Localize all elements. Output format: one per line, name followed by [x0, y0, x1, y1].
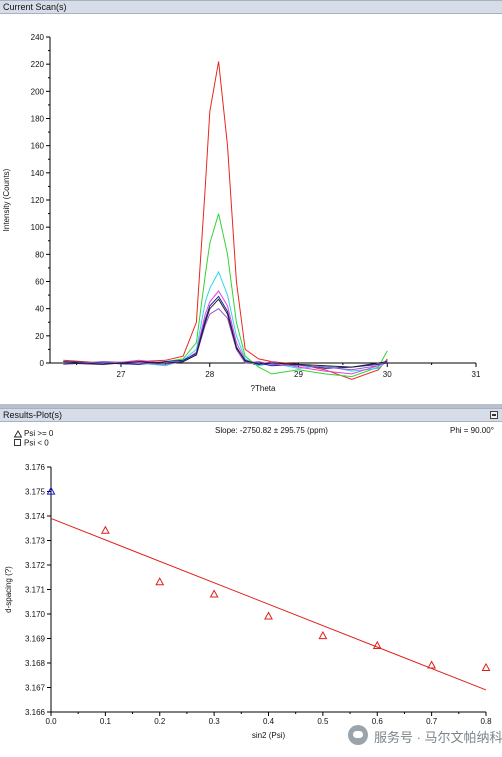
data-point-triangle — [427, 660, 437, 669]
scan-series-line-1 — [63, 61, 388, 380]
y-tick-label: 220 — [31, 60, 45, 69]
data-point-triangle — [481, 662, 491, 671]
x-tick-label: 0.0 — [45, 717, 57, 726]
fit-line — [50, 517, 487, 691]
x-tick-label: 0.7 — [426, 717, 438, 726]
x-tick-label: 0.4 — [263, 717, 275, 726]
y-tick-label: 3.174 — [25, 512, 46, 521]
y-axis-label: Intensity (Counts) — [2, 168, 11, 231]
legend-label-psi-pos: Psi >= 0 — [24, 429, 54, 438]
watermark: 服务号 · 马尔文帕纳科 — [348, 724, 502, 746]
data-point-triangle — [318, 631, 328, 640]
y-tick-label: 60 — [35, 278, 44, 287]
y-tick-label: 3.175 — [25, 488, 46, 497]
data-point-triangle — [264, 611, 273, 620]
y-tick-label: 100 — [31, 223, 45, 232]
legend: Psi >= 0 Psi < 0 — [13, 429, 54, 448]
y-tick-label: 180 — [31, 115, 45, 124]
minimize-button[interactable] — [490, 411, 498, 419]
data-point-triangle — [155, 577, 165, 586]
data-point-triangle — [46, 486, 56, 495]
x-axis-label: sin2 (Psi) — [252, 731, 286, 740]
y-tick-label: 200 — [31, 87, 45, 96]
y-tick-label: 3.166 — [25, 708, 46, 717]
results-panel-header: Results-Plot(s) — [0, 408, 502, 422]
y-tick-label: 160 — [31, 142, 45, 151]
scan-panel-header: Current Scan(s) — [0, 0, 502, 14]
x-tick-label: 0.1 — [100, 717, 112, 726]
x-tick-label: 30 — [383, 370, 392, 379]
y-tick-label: 120 — [31, 196, 45, 205]
y-tick-label: 3.169 — [25, 635, 46, 644]
y-tick-label: 0 — [40, 359, 45, 368]
x-tick-label: 0.2 — [154, 717, 166, 726]
y-tick-label: 140 — [31, 169, 45, 178]
x-axis-label: ?Theta — [251, 384, 276, 393]
intensity-chart: 0 20 40 60 80 100 120 140 160 180 200 220 240 27 28 29 3… — [2, 33, 481, 393]
x-tick-label: 0.5 — [317, 717, 329, 726]
legend-label-psi-neg: Psi < 0 — [24, 439, 49, 448]
wechat-icon — [348, 725, 368, 745]
y-tick-label: 3.167 — [25, 684, 46, 693]
x-tick-label: 0.6 — [372, 717, 384, 726]
x-tick-label: 0.8 — [480, 717, 492, 726]
slope-readout: Slope: -2750.82 ± 295.75 (ppm) — [215, 426, 328, 435]
scan-series-line-2 — [63, 213, 388, 378]
x-tick-label: 27 — [117, 370, 126, 379]
scan-series-line-6 — [63, 308, 388, 371]
y-tick-label: 3.172 — [25, 561, 46, 570]
results-panel-title: Results-Plot(s) — [3, 410, 63, 420]
scan-series-line-3 — [63, 270, 388, 372]
x-tick-label: 28 — [205, 370, 214, 379]
dspacing-chart: Psi >= 0 Psi < 0 Slope: -2750.82 ± 295.7… — [4, 426, 494, 740]
y-tick-label: 3.168 — [25, 659, 46, 668]
panel-splitter[interactable] — [0, 404, 502, 408]
data-point-triangle — [372, 640, 382, 649]
data-point-triangle — [209, 589, 219, 598]
square-marker-icon — [14, 439, 21, 446]
watermark-text: 服务号 · 马尔文帕纳科 — [374, 730, 502, 745]
scan-chart-panel: 0 20 40 60 80 100 120 140 160 180 200 220 240 27 28 29 3… — [0, 14, 502, 404]
y-tick-label: 20 — [35, 332, 44, 341]
scan-series-line-5 — [63, 295, 388, 369]
y-tick-label: 40 — [35, 305, 44, 314]
y-tick-label: 3.173 — [25, 537, 46, 546]
y-tick-label: 3.176 — [25, 463, 46, 472]
scan-series-line-7 — [63, 298, 388, 368]
phi-readout: Phi = 90.00° — [450, 426, 494, 435]
x-tick-label: 31 — [472, 370, 481, 379]
y-tick-label: 3.171 — [25, 586, 46, 595]
scan-panel-title: Current Scan(s) — [3, 2, 67, 12]
y-tick-label: 240 — [31, 33, 45, 42]
triangle-marker-icon — [13, 430, 23, 438]
y-axis-label: d-spacing (?) — [4, 566, 13, 613]
results-chart-panel: Psi >= 0 Psi < 0 Slope: -2750.82 ± 295.7… — [0, 420, 502, 752]
data-point-triangle — [100, 525, 110, 534]
y-tick-label: 80 — [35, 250, 44, 259]
x-tick-label: 29 — [294, 370, 303, 379]
y-tick-label: 3.170 — [25, 610, 46, 619]
x-tick-label: 0.3 — [209, 717, 221, 726]
